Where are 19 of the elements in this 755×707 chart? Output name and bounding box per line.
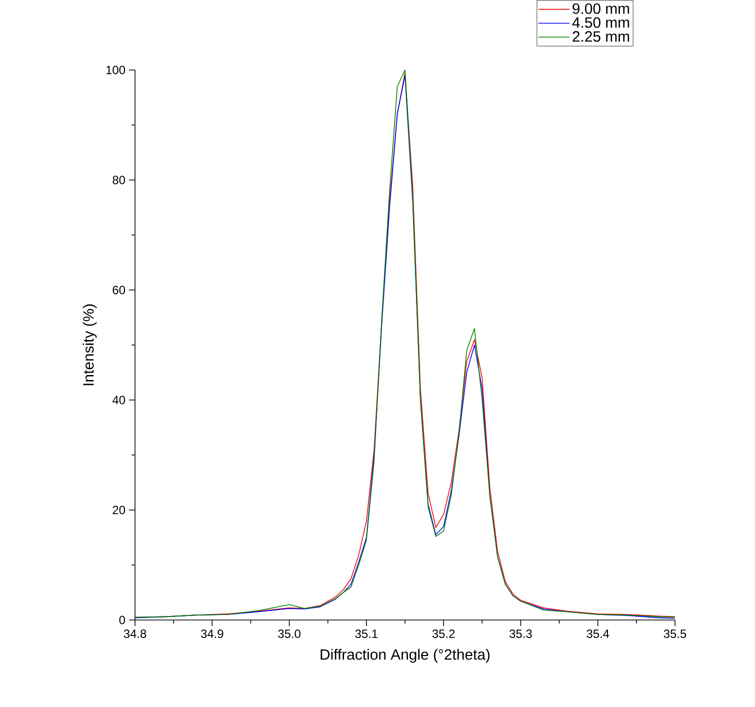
x-tick-label: 35.4 [586,630,610,638]
y-tick-label: 0 [119,616,126,624]
y-tick-label: 20 [112,506,126,514]
y-tick-label: 80 [112,176,126,184]
x-tick-label: 35.2 [432,630,455,638]
x-axis-title: Diffraction Angle (°2theta) [320,648,490,663]
x-tick-label: 34.9 [200,630,224,638]
y-axis-title: Intensity (%) [82,304,97,386]
y-tick-label: 100 [106,66,126,74]
x-tick-label: 35.0 [278,630,300,638]
y-tick-label: 40 [112,396,126,404]
legend-label: 9.00 mm [572,3,630,14]
x-tick-label: 35.1 [355,630,378,638]
legend-label: 4.50 mm [572,17,630,28]
x-tick-label: 35.5 [664,630,686,638]
x-tick-label: 34.8 [124,630,146,638]
y-tick-label: 60 [112,286,126,294]
legend-label: 2.25 mm [572,31,630,42]
x-tick-label: 35.3 [510,630,532,638]
